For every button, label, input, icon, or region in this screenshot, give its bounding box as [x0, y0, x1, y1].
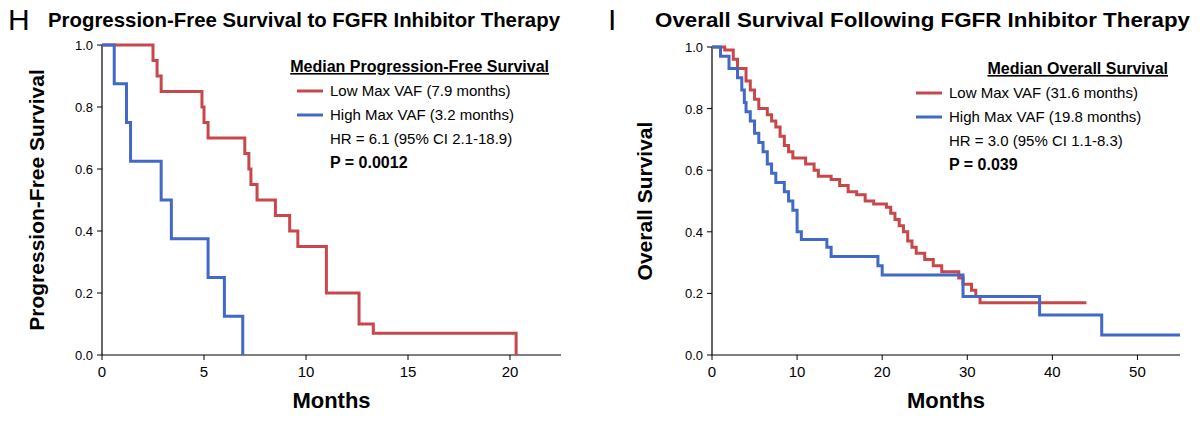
x-axis	[102, 354, 561, 355]
y-tick	[707, 231, 712, 232]
y-tick-label: 1.0	[685, 40, 703, 55]
y-axis	[101, 45, 102, 355]
legend-title: Median Progression-Free Survival	[290, 58, 549, 75]
plot-area	[712, 47, 1180, 335]
x-tick-label: 20	[874, 363, 891, 380]
survival-curve	[102, 45, 516, 355]
y-tick-label: 0.2	[685, 286, 703, 301]
plot-area	[102, 45, 516, 355]
chart-panel: H Progression-Free Survival to FGFR Inhib…	[8, 3, 561, 413]
panel-letter: I	[608, 3, 616, 36]
legend-label: Low Max VAF (31.6 months)	[949, 84, 1138, 101]
x-tick	[306, 355, 307, 360]
y-axis-label: Overall Survival	[633, 122, 656, 281]
y-tick-label: 0.6	[75, 162, 93, 177]
legend-label: Low Max VAF (7.9 months)	[330, 82, 511, 99]
y-tick	[97, 293, 102, 294]
y-tick	[97, 355, 102, 356]
y-tick	[97, 231, 102, 232]
title: Overall Survival Following FGFR Inhibito…	[655, 8, 1190, 31]
x-tick-label: 0	[708, 363, 716, 380]
legend: Median Progression-Free Survival Low Max …	[290, 58, 549, 171]
y-tick-label: 0.4	[75, 224, 93, 239]
x-tick	[712, 355, 713, 360]
annotation: P = 0.039	[949, 156, 1018, 173]
legend-swatch	[297, 114, 323, 117]
legend-swatch	[916, 116, 942, 119]
x-tick	[967, 355, 968, 360]
legend-label: High Max VAF (3.2 months)	[330, 106, 514, 123]
y-tick	[97, 107, 102, 108]
survival-curve	[102, 45, 243, 355]
x-axis	[712, 354, 1180, 355]
x-tick	[797, 355, 798, 360]
x-tick	[510, 355, 511, 360]
y-tick-label: 0.6	[685, 163, 703, 178]
x-tick-label: 50	[1129, 363, 1146, 380]
x-axis-label: Months	[907, 388, 985, 413]
x-tick-label: 40	[1044, 363, 1061, 380]
x-tick	[1137, 355, 1138, 360]
x-tick	[1052, 355, 1053, 360]
legend-swatch	[297, 90, 323, 93]
annotation: HR = 6.1 (95% CI 2.1-18.9)	[330, 130, 512, 147]
annotation: P = 0.0012	[330, 154, 408, 171]
legend: Median Overall Survival Low Max VAF (31.6…	[916, 60, 1168, 173]
y-tick	[707, 170, 712, 171]
y-tick-label: 0.8	[75, 100, 93, 115]
y-tick	[707, 47, 712, 48]
figure: H Progression-Free Survival to FGFR Inhib…	[0, 0, 1200, 421]
x-tick	[408, 355, 409, 360]
y-tick-label: 0.4	[685, 225, 703, 240]
y-tick	[707, 108, 712, 109]
y-tick	[707, 355, 712, 356]
annotation: HR = 3.0 (95% CI 1.1-8.3)	[949, 132, 1123, 149]
x-tick-label: 30	[959, 363, 976, 380]
y-tick-label: 0.0	[75, 348, 93, 363]
x-tick-label: 10	[789, 363, 806, 380]
y-tick-label: 1.0	[75, 38, 93, 53]
x-tick-label: 10	[298, 363, 315, 380]
x-tick-label: 15	[400, 363, 417, 380]
y-tick	[707, 293, 712, 294]
x-tick-label: 0	[98, 363, 106, 380]
title: Progression-Free Survival to FGFR Inhibi…	[48, 8, 560, 31]
x-tick-label: 5	[200, 363, 208, 380]
y-axis	[711, 47, 712, 355]
x-tick	[102, 355, 103, 360]
chart-panel: I Overall Survival Following FGFR Inhibit…	[608, 3, 1190, 413]
legend-swatch	[916, 92, 942, 95]
y-tick	[97, 169, 102, 170]
panel-letter: H	[8, 3, 30, 36]
x-tick-label: 20	[502, 363, 519, 380]
survival-curve	[712, 47, 1180, 335]
x-tick	[882, 355, 883, 360]
legend-label: High Max VAF (19.8 months)	[949, 108, 1141, 125]
x-tick	[204, 355, 205, 360]
legend-title: Median Overall Survival	[987, 60, 1168, 77]
x-axis-label: Months	[292, 388, 370, 413]
y-tick	[97, 45, 102, 46]
y-axis-label: Progression-Free Survival	[25, 69, 48, 330]
y-tick-label: 0.0	[685, 348, 703, 363]
y-tick-label: 0.8	[685, 102, 703, 117]
y-tick-label: 0.2	[75, 286, 93, 301]
